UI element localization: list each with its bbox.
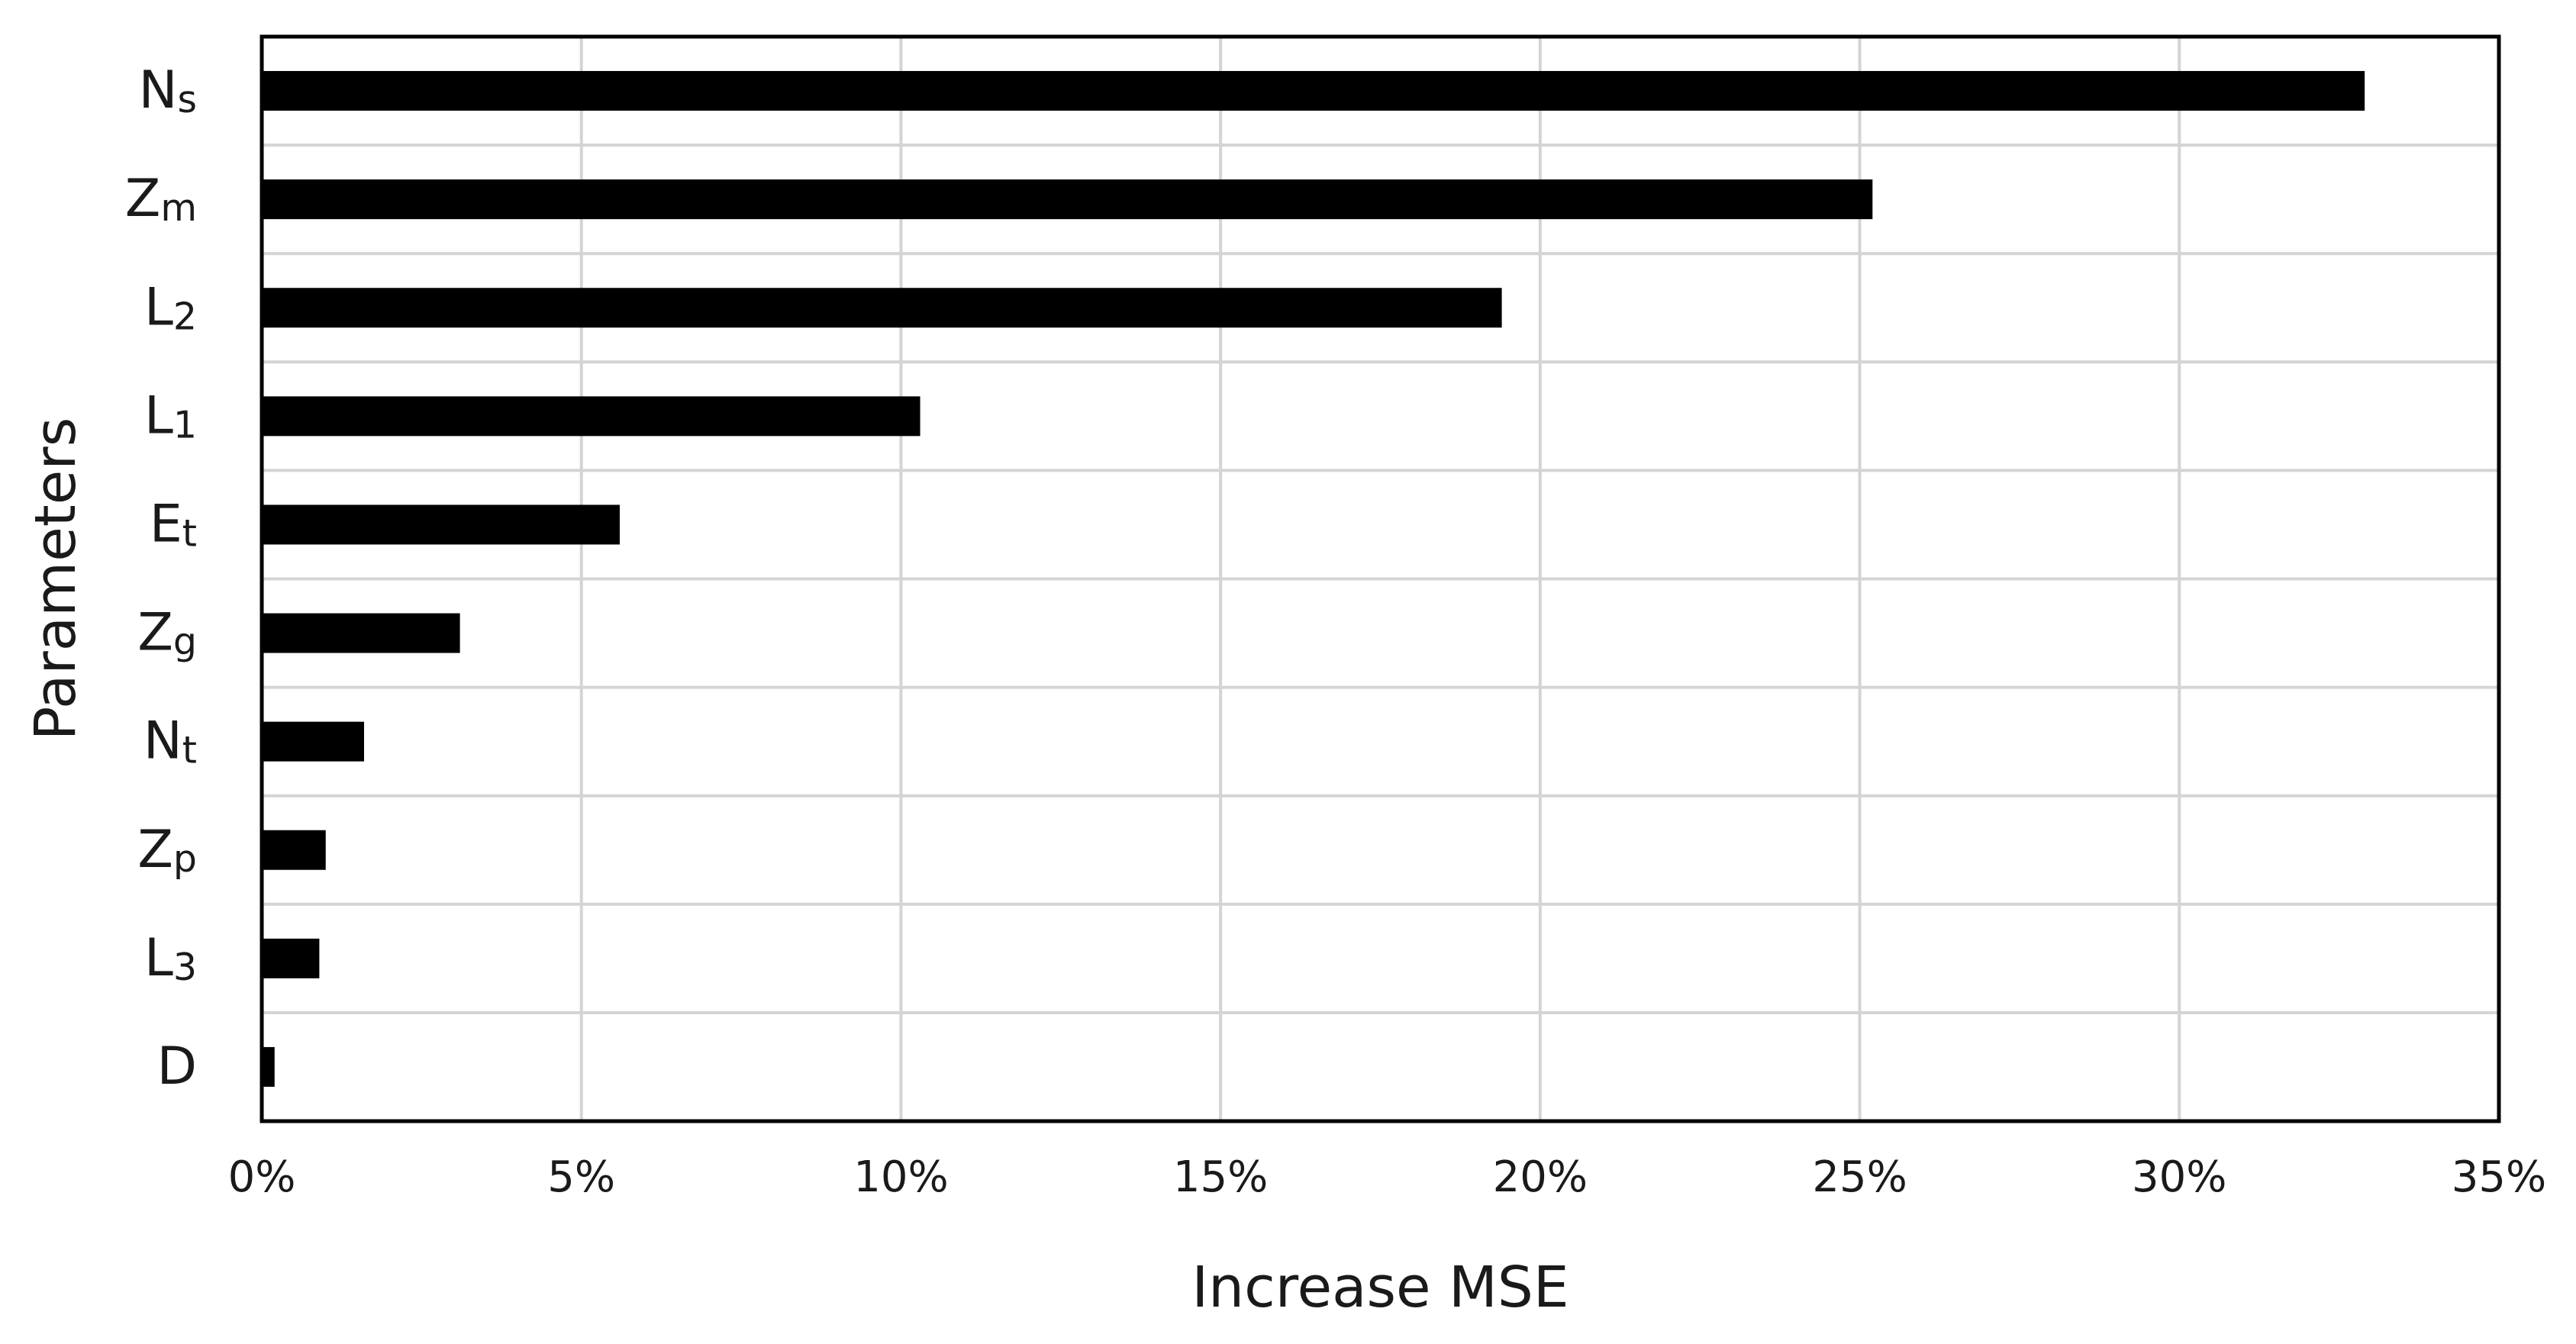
category-label: L1 [144, 385, 197, 446]
category-label-sub: g [173, 620, 197, 664]
bar [262, 1046, 275, 1087]
category-label-sub: p [173, 837, 197, 881]
category-label-main: Z [125, 169, 161, 229]
category-label: D [157, 1036, 197, 1097]
category-label: L3 [144, 928, 197, 989]
bar [262, 938, 320, 978]
x-tick-label: 35% [2452, 1152, 2546, 1202]
category-label-main: L [144, 277, 173, 337]
bar-layer [262, 71, 2365, 1087]
bar [262, 721, 364, 762]
x-tick-label: 5% [547, 1152, 615, 1202]
y-axis-title: Parameters [23, 417, 89, 741]
category-label-sub: s [177, 78, 197, 121]
category-label-main: Z [137, 820, 173, 880]
category-label: Et [150, 494, 197, 555]
bar [262, 396, 920, 437]
category-label-main: N [143, 711, 182, 772]
x-tick-label: 25% [1812, 1152, 1907, 1202]
category-label-main: Z [137, 603, 173, 663]
category-label-sub: 3 [173, 946, 197, 989]
category-label-sub: 1 [173, 403, 197, 446]
x-tick-label: 20% [1493, 1152, 1588, 1202]
plot-frame [260, 34, 2501, 1123]
x-tick-label: 0% [228, 1152, 296, 1202]
bar [262, 830, 326, 870]
x-tick-labels: 0% 5% 10% 15% 20% 25% 30% 35% [228, 1152, 2547, 1202]
category-label-main: E [150, 494, 182, 554]
category-label: Ns [139, 60, 197, 121]
category-label-sub: t [182, 511, 197, 555]
x-tick-label: 30% [2132, 1152, 2226, 1202]
category-label-main: N [139, 60, 178, 121]
category-label: L2 [144, 277, 197, 338]
category-label-main: L [144, 928, 173, 988]
x-tick-label: 10% [853, 1152, 948, 1202]
category-label: Zm [125, 169, 197, 230]
x-axis-title: Increase MSE [1191, 1255, 1568, 1320]
category-label-sub: m [160, 186, 197, 230]
bar [262, 504, 620, 545]
category-label-sub: 2 [173, 295, 197, 338]
bar [262, 71, 2365, 111]
x-tick-label: 15% [1173, 1152, 1268, 1202]
category-label-sub: t [182, 729, 197, 772]
category-label-main: D [157, 1036, 197, 1097]
bar [262, 613, 460, 653]
category-label: Zp [137, 820, 197, 881]
bar [262, 288, 1502, 328]
category-label: Nt [143, 711, 197, 772]
grid-layer [262, 37, 2499, 1121]
category-label: Zg [137, 603, 197, 664]
category-label-main: L [144, 385, 173, 446]
bar [262, 179, 1873, 220]
